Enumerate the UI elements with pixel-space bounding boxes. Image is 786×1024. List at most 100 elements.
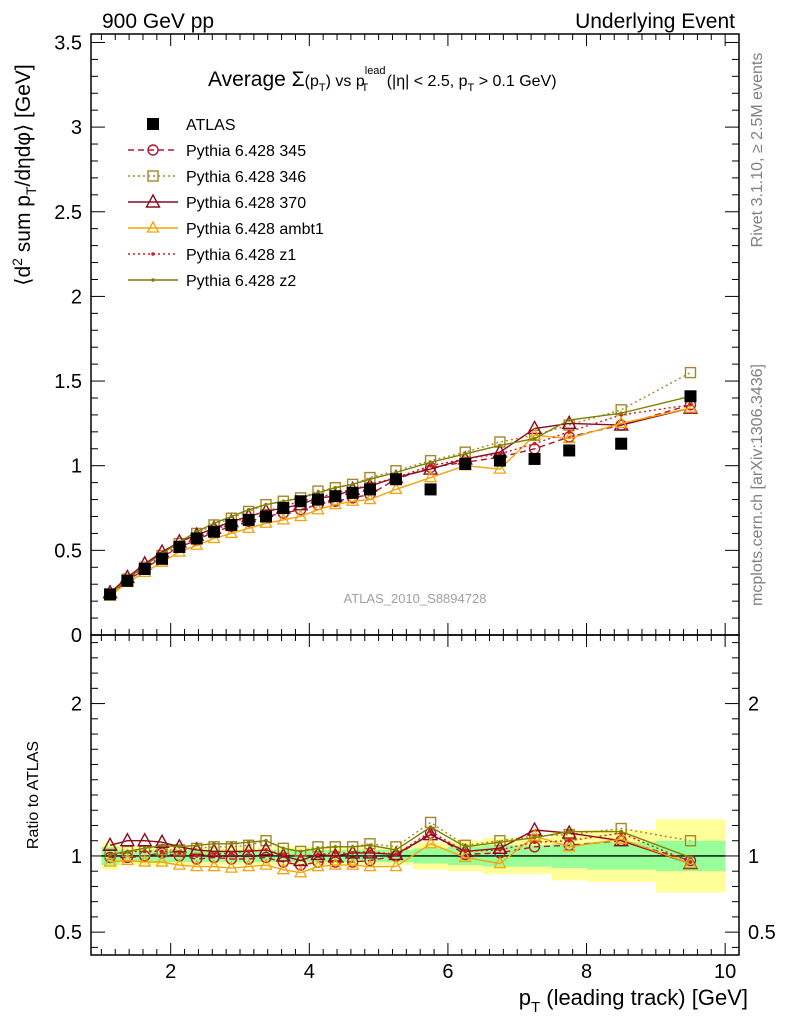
ratio-point-p346 <box>494 835 506 847</box>
main-line-p370 <box>109 407 691 594</box>
main-point-ambt1 <box>311 502 325 515</box>
ratio-point-z2 <box>264 838 268 843</box>
ratio-point-ambt1 <box>328 857 342 870</box>
main-y-tick-label: 3 <box>71 117 82 139</box>
ratio-point-z1 <box>246 849 251 854</box>
ratio-point-z2 <box>194 843 199 848</box>
ratio-series-z2 <box>108 825 693 860</box>
legend-label-ambt1: Pythia 6.428 ambt1 <box>186 221 324 238</box>
ratio-point-ambt1 <box>493 856 507 869</box>
ratio-y-tick-label-left: 1 <box>71 846 82 868</box>
x-tick-label: 2 <box>165 961 176 983</box>
ratio-point-ambt1 <box>276 862 290 875</box>
ratio-point-ambt1 <box>363 859 377 872</box>
ratio-point-z1 <box>567 838 572 843</box>
main-line-ambt1 <box>109 407 691 597</box>
ratio-point-z2 <box>333 845 338 849</box>
ratio-point-z1 <box>281 852 286 857</box>
ratio-point-ambt1 <box>527 828 542 841</box>
ratio-point-z2 <box>532 835 537 840</box>
main-point-atlas <box>121 574 134 587</box>
legend-marker-z2 <box>151 278 155 282</box>
ratio-point-z1 <box>229 851 234 855</box>
ratio-plot <box>102 816 699 878</box>
ratio-point-p345 <box>277 856 290 868</box>
main-point-z2 <box>368 477 372 482</box>
ratio-y-tick-label-right: 2 <box>748 694 759 716</box>
ratio-y-tick-label-left: 0.5 <box>54 922 82 944</box>
main-point-atlas <box>684 390 697 403</box>
main-point-z2 <box>350 482 355 487</box>
main-point-z1 <box>428 463 433 468</box>
ratio-point-z1 <box>688 860 693 864</box>
side-text-bottom: mcplots.cern.ch [arXiv:1306.3436] <box>749 364 766 606</box>
ratio-point-z2 <box>246 840 251 845</box>
ratio-point-z2 <box>350 845 355 849</box>
ratio-point-z1 <box>316 852 320 857</box>
legend-label-atlas: ATLAS <box>186 117 236 134</box>
main-point-atlas <box>225 518 238 531</box>
ratio-point-p345 <box>242 853 255 865</box>
main-point-atlas <box>259 510 272 523</box>
ratio-point-p370 <box>258 841 274 856</box>
legend-label-p345: Pythia 6.428 345 <box>186 143 306 160</box>
main-y-tick-label: 1.5 <box>54 371 82 393</box>
ratio-point-z1 <box>368 849 372 854</box>
ratio-point-ambt1 <box>423 836 438 849</box>
ratio-point-z1 <box>142 849 147 854</box>
main-plot <box>102 366 699 601</box>
main-point-atlas <box>459 458 472 471</box>
legend-item-p345: Pythia 6.428 345 <box>128 143 306 160</box>
legend-marker-z1 <box>151 252 155 256</box>
ratio-point-p370 <box>240 842 257 858</box>
x-tick-label: 10 <box>714 961 736 983</box>
ratio-point-p370 <box>457 842 473 858</box>
main-point-ambt1 <box>493 461 507 474</box>
ratio-point-z1 <box>264 848 268 852</box>
ratio-point-z1 <box>298 854 303 858</box>
legend-marker-p346 <box>147 170 159 182</box>
main-y-tick-label: 2 <box>71 286 82 308</box>
main-point-atlas <box>242 513 255 526</box>
main-point-ambt1 <box>294 509 308 522</box>
ratio-point-z2 <box>463 845 468 849</box>
main-point-z2 <box>498 443 502 448</box>
ratio-point-z2 <box>281 846 286 851</box>
ratio-point-ambt1 <box>562 839 576 852</box>
ratio-point-ambt1 <box>683 856 698 869</box>
ratio-point-z2 <box>619 829 623 834</box>
ratio-point-ambt1 <box>224 860 238 873</box>
ratio-point-p346 <box>364 838 376 850</box>
ratio-point-z2 <box>160 843 164 848</box>
ratio-point-z2 <box>567 829 572 834</box>
main-point-z2 <box>567 418 572 422</box>
main-point-z1 <box>567 430 572 434</box>
main-series-z1 <box>108 402 693 597</box>
main-line-z2 <box>109 395 691 595</box>
ratio-point-p370 <box>119 832 136 847</box>
ratio-point-z1 <box>160 849 164 854</box>
main-point-atlas <box>563 444 576 457</box>
main-point-atlas <box>329 490 342 503</box>
main-point-ambt1 <box>224 526 238 539</box>
main-point-z2 <box>229 514 234 519</box>
ratio-point-p370 <box>223 842 240 858</box>
ratio-point-p370 <box>154 833 170 848</box>
main-point-p370 <box>422 460 439 475</box>
ratio-point-ambt1 <box>389 859 403 872</box>
ratio-point-ambt1 <box>138 854 152 867</box>
ratio-point-z2 <box>298 849 303 854</box>
ratio-point-z2 <box>394 848 398 852</box>
ratio-point-z2 <box>142 846 147 851</box>
ratio-point-p370 <box>206 842 222 858</box>
ratio-point-p345 <box>329 856 341 868</box>
legend-item-p346: Pythia 6.428 346 <box>128 169 306 186</box>
main-point-ambt1 <box>683 400 698 413</box>
ratio-point-ambt1 <box>190 859 204 872</box>
side-text-top: Rivet 3.1.10, ≥ 2.5M events <box>749 53 766 248</box>
legend-label-p346: Pythia 6.428 346 <box>186 169 306 186</box>
ratio-point-p346 <box>684 835 697 847</box>
main-y-tick-label: 2.5 <box>54 202 82 224</box>
main-point-z2 <box>619 411 623 416</box>
legend-item-z1: Pythia 6.428 z1 <box>128 247 296 264</box>
